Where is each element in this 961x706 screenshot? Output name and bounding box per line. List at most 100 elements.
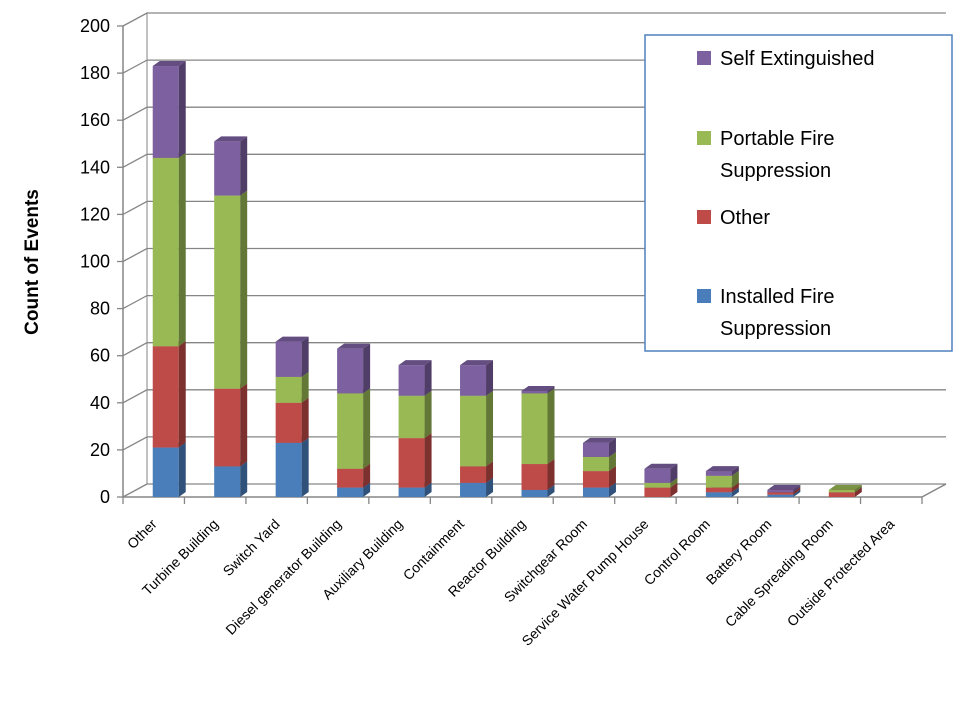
bar-segment-side [301,397,309,443]
x-tick-label: Cable Spreading Room [722,516,836,630]
bar-segment-top [152,61,186,67]
y-tick-label: 160 [80,110,110,130]
bar-segment [275,442,302,497]
bar-segment-top [644,463,678,469]
legend-label: Installed Fire [720,286,835,308]
y-tick-label: 200 [80,16,110,36]
y-tick-label: 120 [80,204,110,224]
bar-segment [152,346,179,448]
bar-stack [582,437,616,497]
gridline [122,12,946,27]
bar-segment [705,471,732,476]
bar-segment-side [240,383,248,467]
y-tick-label: 140 [80,157,110,177]
bar-stack [275,336,309,497]
bar-segment-top [337,343,371,349]
bar-segment-side [424,482,432,497]
bar-segment [152,157,179,347]
bar-segment-side [731,470,739,488]
bar-segment-top [828,484,862,490]
bar-segment [460,395,487,467]
bar-segment [582,471,609,488]
legend-swatch [697,210,711,224]
bar-segment [460,365,487,396]
bar-segment [582,456,609,472]
legend-swatch [697,51,711,65]
legend-label: Suppression [720,160,831,182]
bar-stack [337,343,371,497]
bar-segment-side [670,463,678,483]
bar-segment-side [424,360,432,396]
bars [152,61,862,497]
bar-segment [460,482,487,497]
bar-segment-side [731,482,739,493]
bar-stack [398,360,432,497]
bar-segment [828,492,855,497]
bar-segment-side [608,482,616,497]
legend-label: Suppression [720,318,831,340]
bar-segment-side [486,461,494,483]
gridline [122,436,946,451]
bar-segment-top [521,386,555,392]
bar-stack [828,484,862,497]
bar-segment-side [854,484,862,493]
bar-segment [337,393,364,469]
bar-segment [337,487,364,497]
legend-box [644,34,953,352]
bar-segment [644,487,671,497]
bar-segment-side [240,136,248,196]
bar-segment [767,494,794,497]
bar-segment-side [670,482,678,497]
bar-segment [582,442,609,457]
bar-segment-top [767,484,801,490]
bar-segment-side [731,487,739,497]
bar-segment [214,466,241,497]
bar-segment-side [178,442,186,497]
bar-segment-side [608,437,616,457]
bar-segment [275,402,302,443]
x-tick-label: Outside Protected Area [784,516,898,630]
bar-segment-side [547,386,555,394]
bar-segment [214,388,241,467]
bar-segment-side [240,190,248,389]
y-tick-label: 0 [100,487,110,507]
bar-segment [767,489,794,493]
bar-segment-top [214,136,248,142]
bar-stack [705,466,739,497]
bar-segment [521,393,548,465]
bar-segment [705,487,732,493]
bar-segment-side [486,360,494,396]
bar-stack [460,360,494,497]
bar-segment-side [301,437,309,497]
y-tick-label: 60 [90,346,110,366]
y-tick-label: 20 [90,440,110,460]
bar-segment-top [398,360,432,366]
x-tick-label: Containment [400,516,468,584]
bar-segment-side [424,433,432,488]
bar-segment-side [363,463,371,488]
bar-segment [275,376,302,403]
bar-segment-side [424,390,432,439]
legend-swatch [697,131,711,145]
bar-segment-side [363,388,371,469]
bar-segment-side [670,477,678,488]
y-tick-label: 100 [80,252,110,272]
x-tick-label: Diesel generator Building [222,516,344,638]
bar-segment [398,395,425,439]
bar-segment-side [731,466,739,476]
bar-segment-top [582,437,616,443]
bar-segment-top [705,466,739,472]
bar-segment [644,482,671,488]
bar-segment [705,475,732,488]
bar-segment [705,492,732,497]
bar-segment [398,438,425,488]
bar-segment [521,489,548,497]
bar-stack [767,484,801,497]
y-tick-label: 80 [90,299,110,319]
bar-segment [214,195,241,389]
bar-segment [767,492,794,495]
bar-segment-side [547,388,555,465]
bar-stack [152,61,186,497]
